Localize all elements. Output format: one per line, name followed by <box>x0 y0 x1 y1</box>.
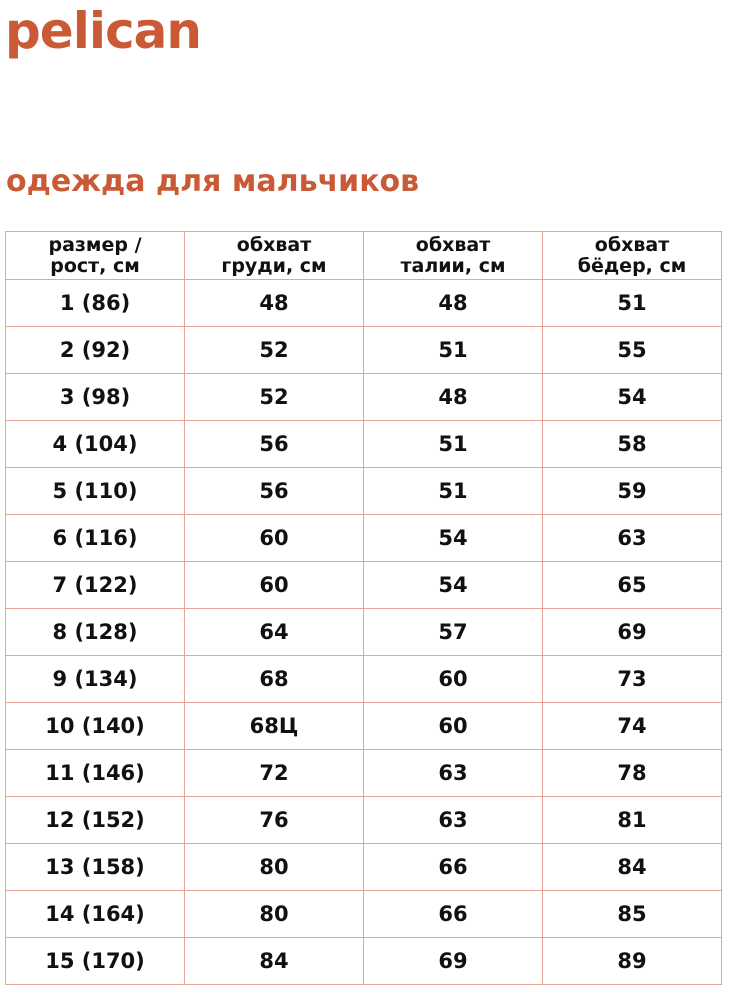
cell-waist: 54 <box>363 514 543 562</box>
header-line: размер / <box>48 233 142 256</box>
cell-chest: 80 <box>184 843 364 891</box>
cell-chest: 56 <box>184 467 364 515</box>
cell-size-height: 1 (86) <box>5 279 185 327</box>
header-line: обхват <box>594 233 670 256</box>
cell-hips: 51 <box>542 279 722 327</box>
cell-size-height: 3 (98) <box>5 373 185 421</box>
page-title: одежда для мальчиков <box>6 164 420 199</box>
cell-hips: 55 <box>542 326 722 374</box>
cell-chest: 84 <box>184 937 364 985</box>
cell-hips: 65 <box>542 561 722 609</box>
cell-size-height: 13 (158) <box>5 843 185 891</box>
cell-size-height: 5 (110) <box>5 467 185 515</box>
cell-hips: 85 <box>542 890 722 938</box>
table-row: 12 (152) 76 63 81 <box>5 796 722 844</box>
cell-size-height: 8 (128) <box>5 608 185 656</box>
table-row: 9 (134) 68 60 73 <box>5 655 722 703</box>
cell-size-height: 11 (146) <box>5 749 185 797</box>
cell-hips: 84 <box>542 843 722 891</box>
cell-chest: 68 <box>184 655 364 703</box>
cell-waist: 54 <box>363 561 543 609</box>
table-row: 8 (128) 64 57 69 <box>5 608 722 656</box>
header-line: груди, см <box>221 254 327 277</box>
header-line: талии, см <box>400 254 506 277</box>
cell-chest: 64 <box>184 608 364 656</box>
table-row: 4 (104) 56 51 58 <box>5 420 722 468</box>
cell-waist: 51 <box>363 326 543 374</box>
cell-hips: 78 <box>542 749 722 797</box>
table-row: 3 (98) 52 48 54 <box>5 373 722 421</box>
column-header-chest: обхват груди, см <box>184 231 364 280</box>
table-row: 5 (110) 56 51 59 <box>5 467 722 515</box>
cell-chest: 52 <box>184 373 364 421</box>
header-line: бёдер, см <box>577 254 687 277</box>
cell-hips: 89 <box>542 937 722 985</box>
cell-chest: 72 <box>184 749 364 797</box>
cell-size-height: 9 (134) <box>5 655 185 703</box>
cell-waist: 60 <box>363 702 543 750</box>
table-row: 2 (92) 52 51 55 <box>5 326 722 374</box>
cell-chest: 60 <box>184 561 364 609</box>
cell-size-height: 7 (122) <box>5 561 185 609</box>
cell-waist: 60 <box>363 655 543 703</box>
table-row: 15 (170) 84 69 89 <box>5 937 722 985</box>
table-row: 11 (146) 72 63 78 <box>5 749 722 797</box>
cell-waist: 66 <box>363 890 543 938</box>
table-row: 1 (86) 48 48 51 <box>5 279 722 327</box>
table-header-row: размер / рост, см обхват груди, см обхват тал… <box>5 231 722 280</box>
cell-hips: 69 <box>542 608 722 656</box>
column-header-size-height: размер / рост, см <box>5 231 185 280</box>
cell-waist: 69 <box>363 937 543 985</box>
table-row: 13 (158) 80 66 84 <box>5 843 722 891</box>
table-row: 14 (164) 80 66 85 <box>5 890 722 938</box>
cell-size-height: 10 (140) <box>5 702 185 750</box>
column-header-waist: обхват талии, см <box>363 231 543 280</box>
cell-hips: 81 <box>542 796 722 844</box>
cell-chest: 76 <box>184 796 364 844</box>
table-row: 7 (122) 60 54 65 <box>5 561 722 609</box>
cell-waist: 48 <box>363 279 543 327</box>
cell-size-height: 4 (104) <box>5 420 185 468</box>
size-table: размер / рост, см обхват груди, см обхват тал… <box>5 231 722 985</box>
cell-waist: 51 <box>363 467 543 515</box>
cell-waist: 57 <box>363 608 543 656</box>
cell-hips: 59 <box>542 467 722 515</box>
header-line: обхват <box>236 233 312 256</box>
cell-size-height: 6 (116) <box>5 514 185 562</box>
cell-hips: 74 <box>542 702 722 750</box>
cell-chest: 48 <box>184 279 364 327</box>
cell-size-height: 2 (92) <box>5 326 185 374</box>
cell-chest: 60 <box>184 514 364 562</box>
cell-chest: 68Ц <box>184 702 364 750</box>
table-row: 6 (116) 60 54 63 <box>5 514 722 562</box>
cell-chest: 80 <box>184 890 364 938</box>
cell-hips: 73 <box>542 655 722 703</box>
header-line: рост, см <box>50 254 140 277</box>
pelican-logo: pelican <box>5 2 202 60</box>
header-line: обхват <box>415 233 491 256</box>
cell-size-height: 15 (170) <box>5 937 185 985</box>
cell-waist: 48 <box>363 373 543 421</box>
cell-hips: 58 <box>542 420 722 468</box>
cell-waist: 63 <box>363 749 543 797</box>
cell-chest: 56 <box>184 420 364 468</box>
cell-waist: 51 <box>363 420 543 468</box>
cell-size-height: 12 (152) <box>5 796 185 844</box>
cell-waist: 66 <box>363 843 543 891</box>
cell-size-height: 14 (164) <box>5 890 185 938</box>
column-header-hips: обхват бёдер, см <box>542 231 722 280</box>
table-row: 10 (140) 68Ц 60 74 <box>5 702 722 750</box>
cell-chest: 52 <box>184 326 364 374</box>
cell-hips: 54 <box>542 373 722 421</box>
cell-waist: 63 <box>363 796 543 844</box>
cell-hips: 63 <box>542 514 722 562</box>
